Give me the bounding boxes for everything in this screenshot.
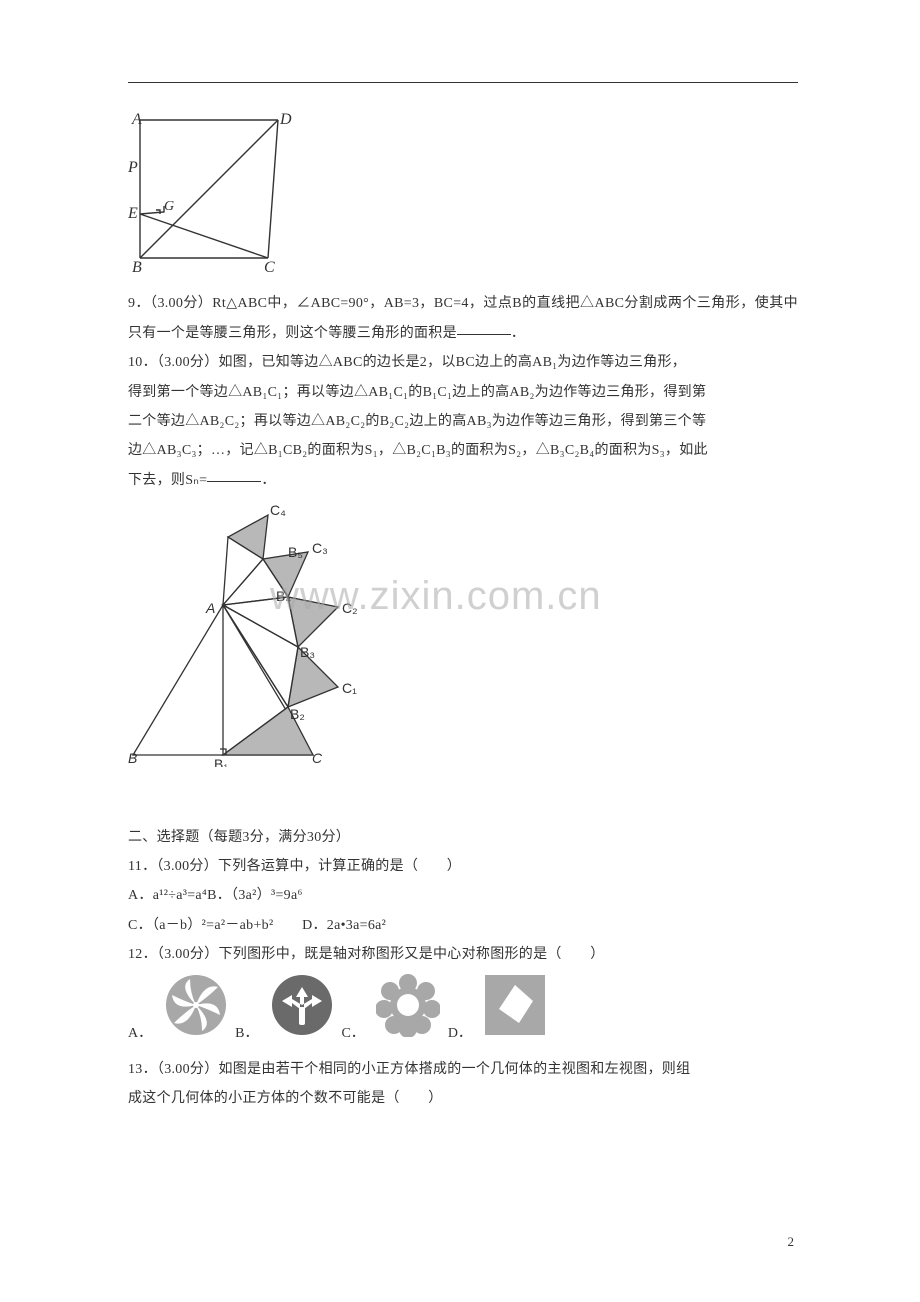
svg-text:B₃: B₃	[300, 644, 315, 660]
q11-optC: C．（a－b）²=a²－ab+b²	[128, 918, 273, 933]
q9-blank	[457, 334, 511, 335]
q10-blank	[207, 481, 261, 482]
svg-text:B₅: B₅	[288, 544, 303, 560]
svg-text:B₁: B₁	[214, 756, 228, 767]
q10-l5-text: 下去，则Sₙ=	[128, 473, 207, 488]
q10-l5-suffix: ．	[261, 473, 275, 488]
svg-text:C₂: C₂	[342, 600, 358, 616]
q12-iconB	[270, 973, 334, 1048]
q11-stem: 11．（3.00分）下列各运算中，计算正确的是（ ）	[128, 852, 798, 881]
label-G: G	[164, 199, 174, 214]
q10-l2: 得到第一个等边△AB₁C₁；再以等边△AB₁C₁的B₁C₁边上的高AB₂为边作等…	[128, 378, 798, 407]
q12-iconD	[483, 973, 547, 1048]
q12-iconC	[376, 973, 440, 1048]
q12-labelC: C．	[341, 1019, 364, 1048]
label-A: A	[131, 111, 142, 128]
q9-line: 9．（3.00分）Rt△ABC中，∠ABC=90°，AB=3，BC=4，过点B的…	[128, 289, 798, 348]
label-D: D	[279, 111, 292, 128]
svg-text:B: B	[128, 750, 137, 766]
q12-labelA: A．	[128, 1019, 152, 1048]
q11-row1: A．a¹²÷a³=a⁴B．（3a²）³=9a⁶	[128, 881, 798, 910]
label-B: B	[132, 259, 142, 272]
q10-l1: 10．（3.00分）如图，已知等边△ABC的边长是2，以BC边上的高AB₁为边作…	[128, 348, 798, 377]
q10-diagram: A B C B₁ B₂ B₃ B₄ B₅ C₁ C₂ C₃ C₄	[128, 497, 378, 767]
q13-l2: 成这个几何体的小正方体的个数不可能是（ ）	[128, 1084, 798, 1113]
q10-l4: 边△AB₃C₃；…，记△B₁CB₂的面积为S₁，△B₂C₁B₃的面积为S₂，△B…	[128, 436, 798, 465]
q12-iconA	[164, 973, 228, 1048]
section2-heading: 二、选择题（每题3分，满分30分）	[128, 823, 798, 852]
q11-optA: A．a¹²÷a³=a⁴	[128, 888, 207, 903]
q8-diagram: A D P E G B C	[128, 110, 293, 272]
page-number: 2	[788, 1234, 795, 1250]
q12-labelD: D．	[448, 1019, 472, 1048]
q12-choices: A． B．	[128, 973, 798, 1048]
q9-suffix: ．	[511, 326, 525, 341]
label-C: C	[264, 259, 275, 272]
figure-q10: A B C B₁ B₂ B₃ B₄ B₅ C₁ C₂ C₃ C₄	[128, 497, 798, 778]
q10-l5: 下去，则Sₙ= ．	[128, 466, 798, 495]
svg-text:C₃: C₃	[312, 540, 328, 556]
svg-text:C₁: C₁	[342, 680, 357, 696]
svg-text:B₄: B₄	[276, 588, 291, 604]
section-gap	[128, 785, 798, 823]
page-content: A D P E G B C 9．（3.00分）Rt△ABC中，∠ABC=90°，…	[128, 108, 798, 1114]
label-P: P	[128, 159, 138, 176]
figure-q8: A D P E G B C	[128, 110, 798, 283]
q12-labelB: B．	[235, 1019, 258, 1048]
label-E: E	[128, 205, 138, 222]
svg-text:C₄: C₄	[270, 502, 286, 518]
svg-text:B₂: B₂	[290, 706, 305, 722]
top-rule	[128, 82, 798, 83]
svg-text:A: A	[205, 600, 215, 616]
svg-text:C: C	[312, 750, 323, 766]
q12-stem: 12．（3.00分）下列图形中，既是轴对称图形又是中心对称图形的是（ ）	[128, 940, 798, 969]
q11-optD: D．2a•3a=6a²	[302, 918, 386, 933]
q13-l1: 13．（3.00分）如图是由若干个相同的小正方体搭成的一个几何体的主视图和左视图…	[128, 1055, 798, 1084]
q11-row2: C．（a－b）²=a²－ab+b² D．2a•3a=6a²	[128, 911, 798, 940]
q11-optB: B．（3a²）³=9a⁶	[207, 888, 303, 903]
q10-l3: 二个等边△AB₂C₂；再以等边△AB₂C₂的B₂C₂边上的高AB₃为边作等边三角…	[128, 407, 798, 436]
